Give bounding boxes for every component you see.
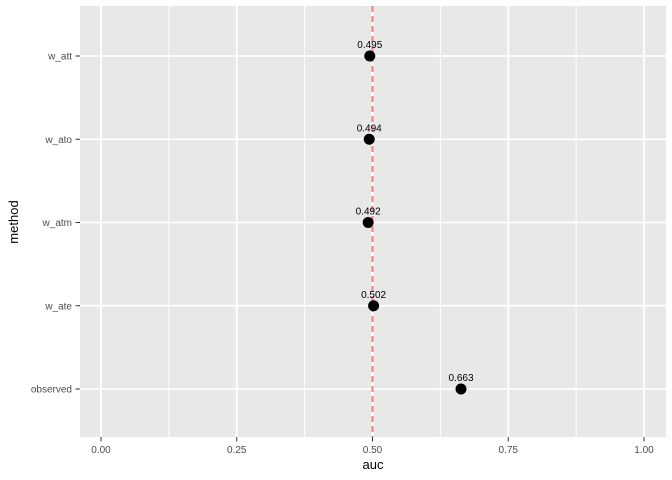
x-axis-title: auc <box>362 457 384 472</box>
y-tick-label: w_ate <box>44 301 72 312</box>
data-point <box>364 50 376 62</box>
y-tick-label: w_att <box>47 52 72 63</box>
data-point <box>362 217 374 228</box>
y-axis-title: method <box>6 200 21 244</box>
point-label: 0.502 <box>361 290 386 301</box>
y-tick-label: w_atm <box>42 218 72 229</box>
point-label: 0.495 <box>357 40 382 51</box>
x-tick-label: 1.00 <box>634 445 654 456</box>
x-tick-label: 0.75 <box>499 445 519 456</box>
x-tick-label: 0.50 <box>363 445 383 456</box>
data-point <box>455 383 467 395</box>
x-tick-label: 0.00 <box>91 445 111 456</box>
point-label: 0.492 <box>356 207 381 218</box>
x-tick-label: 0.25 <box>227 445 247 456</box>
point-label: 0.494 <box>357 123 382 134</box>
data-point <box>368 300 380 312</box>
y-tick-label: observed <box>31 385 72 396</box>
point-label: 0.663 <box>448 373 473 384</box>
y-tick-label: w_ato <box>44 135 72 146</box>
data-point <box>363 133 375 145</box>
